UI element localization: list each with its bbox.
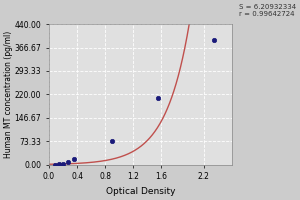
Point: [52, 163, 57, 166]
Y-axis label: Human MT concentration (pg/ml): Human MT concentration (pg/ml): [4, 31, 13, 158]
Text: S = 6.20932334
r = 0.99642724: S = 6.20932334 r = 0.99642724: [239, 4, 296, 17]
X-axis label: Optical Density: Optical Density: [106, 187, 175, 196]
Point: [110, 140, 115, 143]
Point: [56, 163, 61, 166]
Point: [212, 38, 217, 42]
Point: [71, 157, 76, 160]
Point: [65, 161, 70, 164]
Point: [61, 162, 65, 165]
Point: [155, 96, 160, 99]
